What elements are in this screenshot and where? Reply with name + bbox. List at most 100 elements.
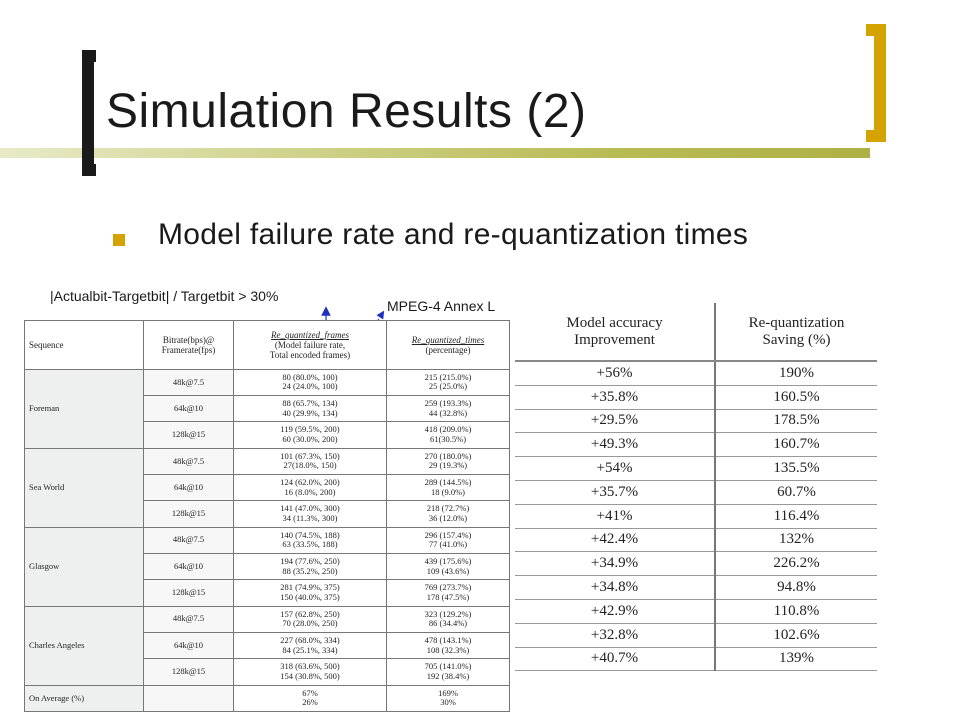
col-header-bitrate-line: Bitrate(bps)@ [162, 334, 215, 345]
accuracy-cell: +35.7% [515, 480, 716, 505]
times-proposed: 705 (141.0%) [424, 661, 472, 672]
col-header-times-line: (percentage) [425, 344, 471, 355]
rate-cell: 128k@15 [143, 579, 234, 607]
frames-proposed: 140 (74.5%, 188) [280, 529, 340, 540]
table-row: +42.9% 110.8% [515, 599, 877, 624]
table-row: +41% 116.4% [515, 504, 877, 529]
frames-reference: 63 (33.5%, 188) [282, 539, 338, 550]
requantization-results-table: Sequence Bitrate(bps)@ Framerate(fps) Re… [24, 320, 510, 713]
saving-cell: 132% [715, 528, 877, 553]
frames-cell: 227 (68.0%, 334) 84 (25.1%, 334) [233, 631, 387, 660]
frames-cell: 157 (62.8%, 250) 70 (28.0%, 250) [233, 605, 387, 633]
table-row: +32.8% 102.6% [515, 623, 877, 648]
accuracy-cell: +40.7% [515, 647, 716, 672]
col-header-requantized-frames: Re_quantized_frames (Model failure rate,… [233, 320, 387, 370]
col-header-times-line: Re_quantized_times [411, 334, 485, 345]
frames-reference: 70 (28.0%, 250) [282, 618, 338, 629]
accuracy-cell: +34.9% [515, 551, 716, 577]
saving-cell: 102.6% [715, 623, 877, 648]
table-row: 128k@15 119 (59.5%, 200) 60 (30.0%, 200) … [25, 421, 510, 449]
table-row: +42.4% 132% [515, 528, 877, 553]
times-proposed: 418 (209.0%) [424, 424, 472, 435]
times-reference: 109 (43.6%) [426, 565, 470, 576]
times-reference: 86 (34.4%) [428, 618, 468, 629]
table-row: +40.7% 139% [515, 647, 877, 672]
rate-cell: 48k@7.5 [143, 526, 234, 554]
col-header-accuracy: Model accuracy Improvement [515, 303, 716, 362]
col-header-sequence: Sequence [24, 320, 144, 370]
times-reference: 44 (32.8%) [428, 407, 468, 418]
rate-cell: 64k@10 [143, 631, 234, 660]
table-row: Foreman 48k@7.5 80 (80.0%, 100) 24 (24.0%… [24, 368, 510, 449]
table-row: Sea World 48k@7.5 101 (67.3%, 150) 27(18.… [24, 447, 510, 528]
average-frames-reference: 26% [302, 697, 318, 708]
table-row: 64k@10 88 (65.7%, 134) 40 (29.9%, 134) 25… [25, 394, 510, 423]
times-proposed: 439 (175.6%) [424, 556, 472, 567]
sequence-cell: Charles Angeles [24, 605, 144, 686]
saving-cell: 226.2% [715, 551, 877, 577]
average-times-cell: 169% 30% [386, 684, 510, 713]
accuracy-cell: +35.8% [515, 385, 716, 410]
frames-proposed: 318 (63.6%, 500) [280, 661, 340, 672]
col-header-accuracy-line: Model accuracy [566, 314, 663, 331]
accuracy-cell: +54% [515, 456, 716, 481]
times-cell: 270 (180.0%) 29 (19.3%) [386, 447, 510, 475]
frames-reference: 84 (25.1%, 334) [282, 644, 338, 655]
left-bracket-decoration [82, 50, 96, 176]
rate-cell: 64k@10 [143, 552, 234, 581]
saving-cell: 160.5% [715, 385, 877, 410]
frames-reference: 34 (11.3%, 300) [282, 512, 338, 523]
table-row: Glasgow 48k@7.5 140 (74.5%, 188) 63 (33.5… [24, 526, 510, 607]
frames-proposed: 194 (77.6%, 250) [280, 556, 340, 567]
rate-cell: 48k@7.5 [143, 605, 234, 633]
table-row: +49.3% 160.7% [515, 432, 877, 458]
times-reference: 61(30.5%) [429, 433, 467, 444]
sequence-cell: Foreman [24, 368, 144, 449]
times-reference: 108 (32.3%) [426, 644, 470, 655]
times-cell: 478 (143.1%) 108 (32.3%) [386, 631, 510, 660]
accuracy-cell: +41% [515, 504, 716, 529]
times-proposed: 218 (72.7%) [426, 503, 470, 514]
times-cell: 259 (193.3%) 44 (32.8%) [386, 394, 510, 423]
frames-reference: 150 (40.0%, 375) [280, 591, 340, 602]
table-row: +34.9% 226.2% [515, 551, 877, 577]
average-label: On Average (%) [24, 684, 144, 713]
times-reference: 36 (12.0%) [428, 512, 468, 523]
table-row: 128k@15 318 (63.6%, 500) 154 (30.8%, 500)… [25, 658, 510, 686]
saving-cell: 116.4% [715, 504, 877, 529]
sequence-cell: Sea World [24, 447, 144, 528]
frames-reference: 154 (30.8%, 500) [280, 670, 340, 681]
table-row: 64k@10 194 (77.6%, 250) 88 (35.2%, 250) 4… [25, 552, 510, 581]
times-reference: 29 (19.3%) [428, 460, 468, 471]
times-cell: 769 (273.7%) 178 (47.5%) [386, 579, 510, 607]
frames-proposed: 88 (65.7%, 134) [282, 398, 338, 409]
col-header-requantized-times: Re_quantized_times (percentage) [386, 320, 510, 370]
times-proposed: 323 (129.2%) [424, 608, 472, 619]
rate-cell: 48k@7.5 [143, 368, 234, 396]
col-header-frames-line: Total encoded frames) [269, 349, 351, 360]
times-cell: 289 (144.5%) 18 (9.0%) [386, 473, 510, 502]
average-times-proposed: 169% [438, 687, 458, 698]
times-proposed: 215 (215.0%) [424, 371, 472, 382]
times-cell: 705 (141.0%) 192 (38.4%) [386, 658, 510, 686]
col-header-saving: Re-quantization Saving (%) [715, 303, 877, 362]
frames-proposed: 281 (74.9%, 375) [280, 582, 340, 593]
frames-reference: 27(18.0%, 150) [283, 460, 337, 471]
col-header-bitrate-line: Framerate(fps) [161, 344, 216, 355]
table-header-row: Sequence Bitrate(bps)@ Framerate(fps) Re… [24, 320, 510, 370]
times-proposed: 769 (273.7%) [424, 582, 472, 593]
rate-cell: 128k@15 [143, 658, 234, 686]
frames-cell: 318 (63.6%, 500) 154 (30.8%, 500) [233, 658, 387, 686]
col-header-bitrate: Bitrate(bps)@ Framerate(fps) [143, 320, 234, 370]
frames-cell: 141 (47.0%, 300) 34 (11.3%, 300) [233, 500, 387, 528]
accuracy-cell: +34.8% [515, 575, 716, 600]
average-rate-cell [143, 684, 234, 713]
accuracy-cell: +56% [515, 361, 716, 386]
saving-cell: 178.5% [715, 409, 877, 434]
bullet-text: Model failure rate and re-quantization t… [158, 218, 749, 251]
table-row: 128k@15 141 (47.0%, 300) 34 (11.3%, 300) … [25, 500, 510, 528]
times-proposed: 296 (157.4%) [424, 529, 472, 540]
table-row: +34.8% 94.8% [515, 575, 877, 600]
frames-cell: 140 (74.5%, 188) 63 (33.5%, 188) [233, 526, 387, 554]
col-header-frames-line: Re_quantized_frames [271, 329, 349, 340]
